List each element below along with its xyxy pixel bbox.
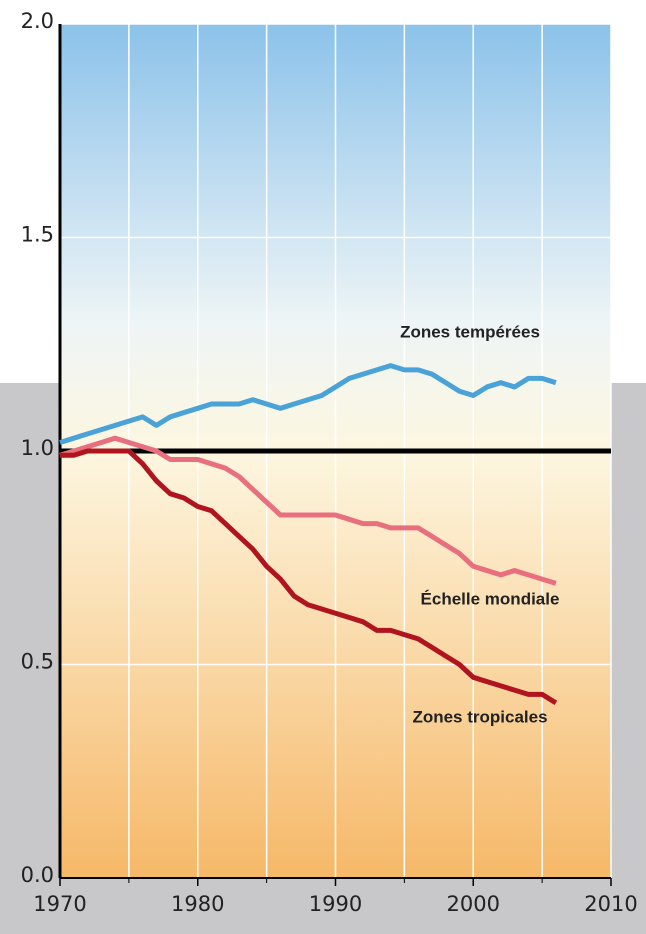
x-tick-label: 2010 xyxy=(584,892,637,916)
x-tick-label: 1980 xyxy=(171,892,224,916)
y-tick-label: 0.5 xyxy=(21,650,54,674)
y-tick-label: 1.5 xyxy=(21,223,54,247)
x-tick-label: 2000 xyxy=(447,892,500,916)
y-tick-label: 2.0 xyxy=(21,9,54,33)
series-label: Zones tropicales xyxy=(412,707,547,726)
y-tick-label: 1.0 xyxy=(21,436,54,460)
x-tick-label: 1970 xyxy=(33,892,86,916)
series-label: Zones tempérées xyxy=(400,322,540,341)
x-tick-label: 1990 xyxy=(309,892,362,916)
chart: 0.0 0.5 1.0 1.5 2.0 1970 1980 1990 2000 2010 Zones… xyxy=(0,0,646,934)
series-label: Échelle mondiale xyxy=(421,589,560,608)
y-tick-label: 0.0 xyxy=(21,863,54,887)
